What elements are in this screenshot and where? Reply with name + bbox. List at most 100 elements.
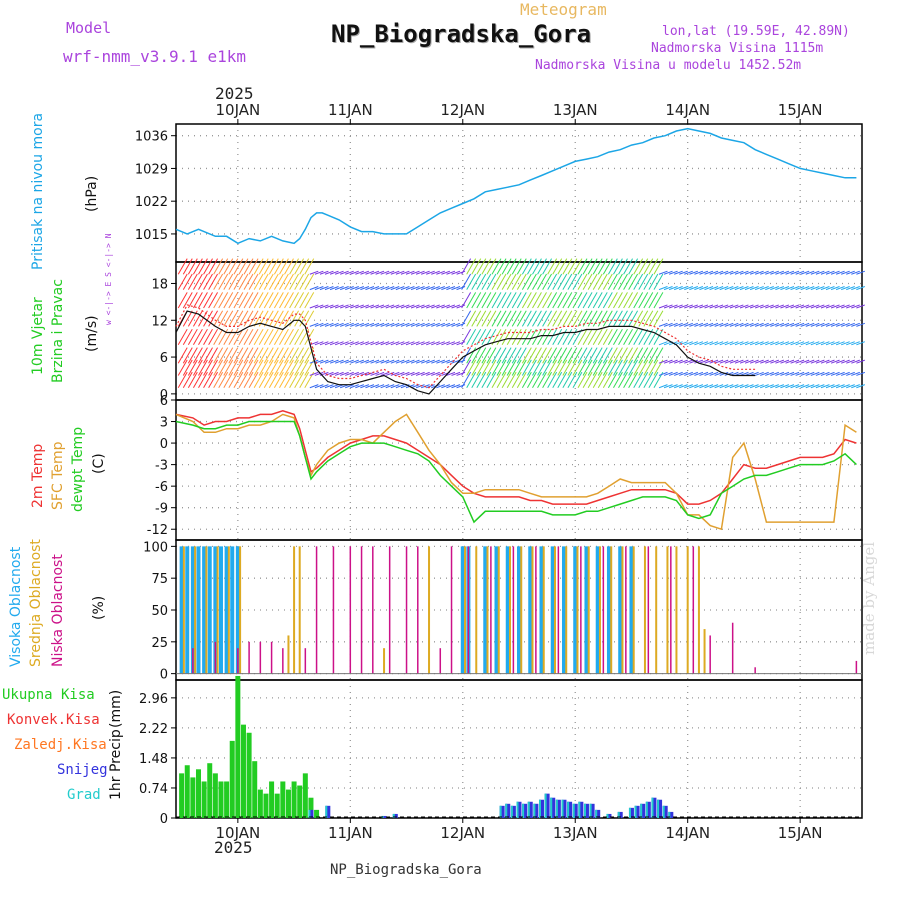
wind-barb <box>830 286 840 291</box>
graupel-precip-bar <box>522 803 525 818</box>
total-precip-bar <box>257 789 263 818</box>
wind-barb <box>643 310 654 327</box>
wind-barb <box>365 359 375 364</box>
wind-barb <box>319 384 329 389</box>
wind-barb <box>208 273 219 290</box>
wind-barb <box>674 371 683 376</box>
wind-barb <box>577 273 588 290</box>
wind-barb <box>795 270 805 275</box>
wind-barb <box>370 359 380 364</box>
wind-barb <box>587 371 598 388</box>
mid-cloud-bar <box>610 546 613 674</box>
low-cloud-bar <box>237 648 239 674</box>
precip-ytick-label: 0.74 <box>139 782 168 797</box>
wind-barb <box>765 270 774 275</box>
wind-barb <box>527 310 537 327</box>
wind-barb <box>182 359 193 376</box>
clouds-ytick-label: 25 <box>151 636 168 651</box>
wind-barb <box>547 292 558 309</box>
wind-barb <box>238 371 249 388</box>
graupel-precip-bar <box>544 793 547 818</box>
wind-barb <box>851 359 860 364</box>
wind-barb <box>233 359 244 376</box>
wind-barb <box>582 292 593 309</box>
wind-barb <box>628 258 639 275</box>
wind-barb <box>511 371 522 388</box>
wind-barb <box>329 270 339 275</box>
wind-barb <box>825 304 835 309</box>
mid-cloud-bar <box>553 546 556 674</box>
pressure-ytick-label: 1022 <box>135 195 168 210</box>
wind-barb <box>375 304 385 309</box>
wind-barb <box>496 310 507 327</box>
wind-barb <box>704 286 714 291</box>
wind-barb <box>350 270 359 275</box>
wind-barb <box>355 359 364 364</box>
wind-barb <box>501 273 512 290</box>
wind-barb <box>375 359 385 364</box>
wind-barb <box>633 328 644 346</box>
wind-barb <box>415 371 425 376</box>
wind-barb <box>177 371 188 388</box>
wind-barb <box>426 371 435 376</box>
snow-precip-bar <box>651 797 657 818</box>
wind-barb <box>380 322 390 327</box>
total-precip-bar <box>280 781 286 818</box>
wind-barb <box>699 304 709 309</box>
wind-barb <box>426 359 435 364</box>
wind-barb <box>765 286 774 291</box>
snow-precip-bar <box>308 809 314 818</box>
wind-barb <box>385 304 395 309</box>
wind-barb <box>830 371 840 376</box>
wind-barb <box>592 310 603 327</box>
wind-barb <box>415 359 425 364</box>
wind-barb <box>739 304 749 309</box>
high-cloud-bar <box>224 546 229 674</box>
total-precip-bar <box>184 765 190 818</box>
high-cloud-bar <box>539 546 544 674</box>
wind-barb <box>557 371 568 388</box>
wind-barb <box>273 292 284 309</box>
graupel-precip-bar <box>533 803 536 818</box>
wind-barb <box>532 310 542 327</box>
wind-barb <box>345 270 354 275</box>
wind-barb <box>233 328 244 346</box>
wind-barb <box>684 371 693 376</box>
wind-barb <box>410 286 420 291</box>
wind-barb <box>754 371 764 376</box>
wind-barb <box>501 310 512 327</box>
wind-barb <box>744 286 754 291</box>
wind-barb <box>192 258 203 275</box>
legend-graupel: Grad <box>67 787 101 803</box>
wind-barb <box>395 286 405 291</box>
wind-barb <box>218 347 229 364</box>
wind-barb <box>815 341 825 346</box>
wind-barb <box>501 258 512 275</box>
wind-barb <box>516 371 527 388</box>
wind-barb <box>714 304 724 309</box>
wind-barb <box>800 341 810 346</box>
wind-barb <box>390 341 400 346</box>
total-precip-bar <box>314 809 320 818</box>
wind-barb <box>233 310 244 327</box>
wind-barb <box>506 347 517 364</box>
wind-barb <box>532 359 542 376</box>
wind-barb <box>749 384 759 389</box>
wind-barb <box>709 359 719 364</box>
wind-barb <box>618 292 628 309</box>
wind-barb <box>557 310 568 327</box>
wind-barb <box>233 292 244 309</box>
wind-barb <box>552 258 563 275</box>
wind-barb <box>441 322 451 327</box>
wind-barb <box>324 322 334 327</box>
wind-barb <box>511 258 522 275</box>
wind-barb <box>780 286 790 291</box>
wind-barb <box>258 359 269 376</box>
snow-precip-bar <box>550 797 556 818</box>
wind-barb <box>592 371 603 388</box>
total-precip-bar <box>224 781 230 818</box>
mid-cloud-bar <box>686 546 689 674</box>
wind-barb <box>800 270 810 275</box>
wind-barb <box>350 341 359 346</box>
wind-barb <box>618 347 628 364</box>
